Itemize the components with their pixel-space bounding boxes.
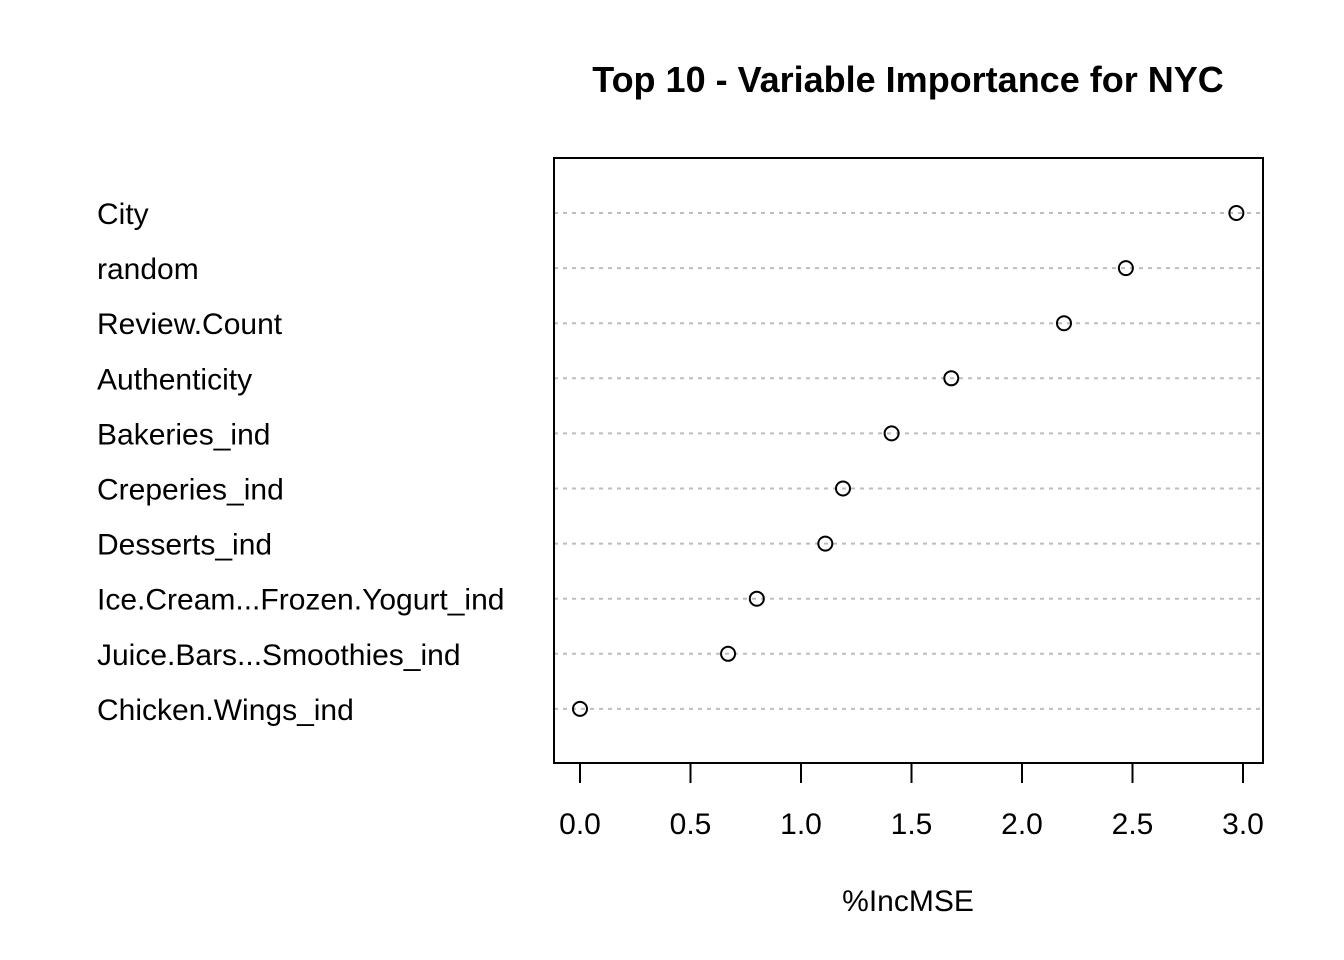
- category-label: Chicken.Wings_ind: [97, 694, 354, 727]
- x-tick-label: 2.5: [1112, 808, 1154, 841]
- x-tick-label: 1.5: [891, 808, 933, 841]
- category-label: Juice.Bars...Smoothies_ind: [97, 639, 461, 672]
- data-point: [1117, 260, 1134, 277]
- data-point: [720, 645, 737, 662]
- data-point: [883, 425, 900, 442]
- x-tick-label: 0.5: [670, 808, 712, 841]
- category-label: Bakeries_ind: [97, 418, 270, 451]
- x-tick-label: 0.0: [559, 808, 601, 841]
- data-point: [943, 370, 960, 387]
- x-tick-label: 1.0: [780, 808, 822, 841]
- category-label: Ice.Cream...Frozen.Yogurt_ind: [97, 584, 504, 617]
- category-label: Review.Count: [97, 308, 283, 341]
- x-axis: 0.0 0.5 1.0 1.5 2.0 2.5 3.0: [559, 763, 1264, 841]
- data-point: [1228, 205, 1245, 221]
- category-label: random: [97, 253, 199, 286]
- category-label: Authenticity: [97, 363, 252, 396]
- x-axis-label: %IncMSE: [842, 885, 974, 918]
- gridlines: [554, 212, 1263, 710]
- data-point: [817, 535, 834, 552]
- data-point: [834, 480, 851, 497]
- category-label: City: [97, 198, 149, 231]
- data-points: [572, 205, 1245, 717]
- data-point: [1055, 315, 1072, 332]
- data-point: [748, 590, 765, 607]
- x-tick-label: 2.0: [1001, 808, 1043, 841]
- data-point: [572, 700, 588, 717]
- category-label: Desserts_ind: [97, 529, 272, 562]
- category-labels: City random Review.Count Authenticity Bakeri…: [97, 198, 504, 727]
- x-tick-label: 3.0: [1222, 808, 1264, 841]
- category-label: Creperies_ind: [97, 474, 284, 507]
- chart-title: Top 10 - Variable Importance for NYC: [592, 59, 1223, 100]
- plot-frame: [553, 157, 1264, 764]
